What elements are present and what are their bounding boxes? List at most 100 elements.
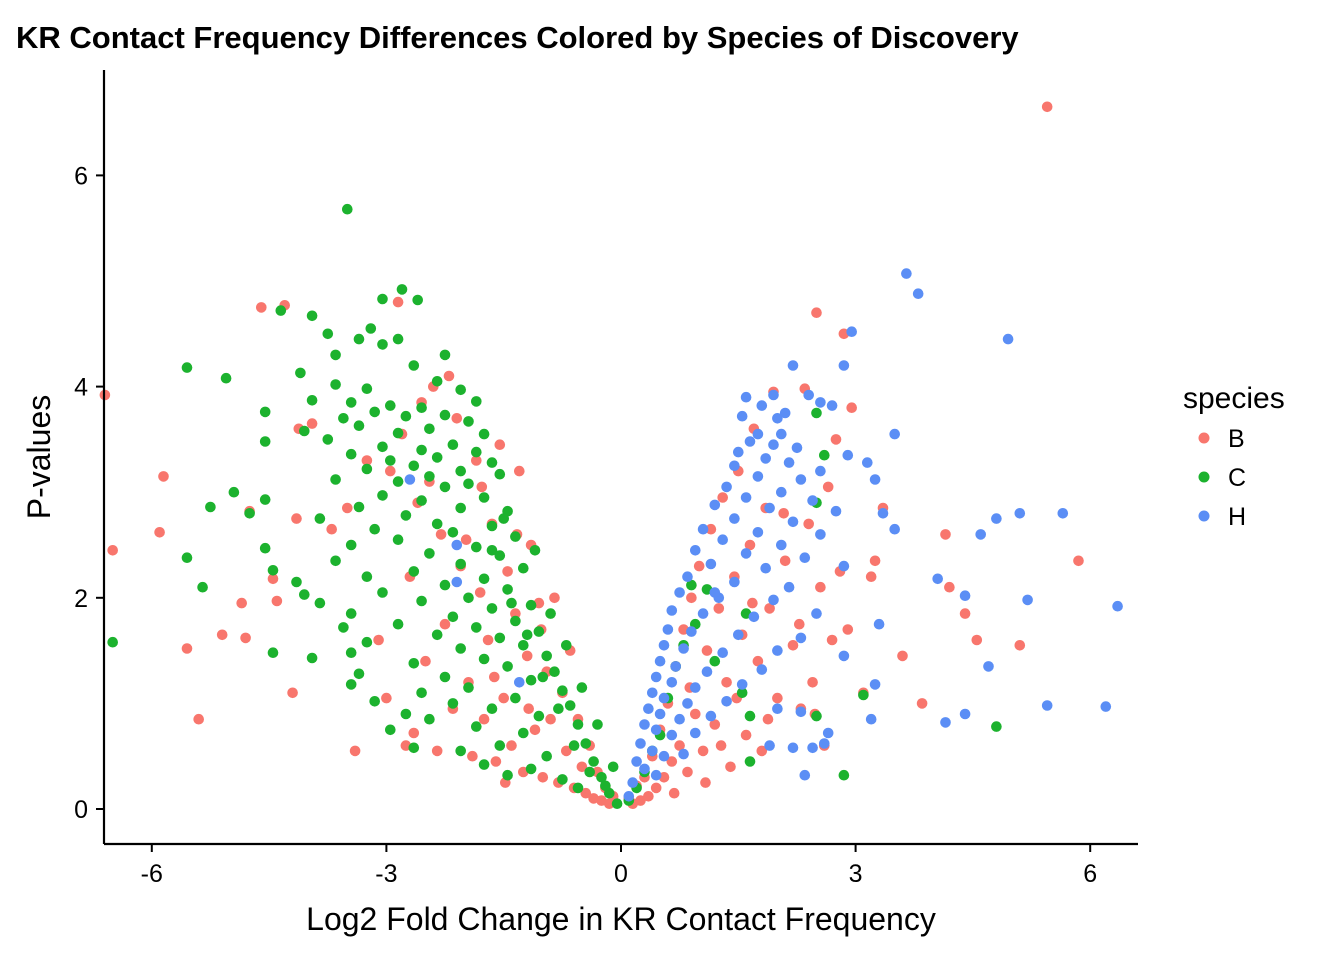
data-point-C — [330, 349, 341, 361]
data-point-B — [498, 692, 510, 704]
data-point-H — [740, 391, 752, 403]
data-point-C — [322, 328, 334, 340]
points-layer — [99, 101, 1123, 809]
data-point-H — [772, 413, 783, 424]
data-point-B — [506, 740, 517, 751]
data-point-C — [314, 597, 326, 609]
data-point-C — [455, 745, 467, 757]
data-point-C — [361, 463, 373, 475]
data-point-B — [349, 745, 361, 757]
data-point-H — [514, 677, 525, 688]
data-point-H — [721, 696, 732, 707]
data-point-B — [521, 650, 533, 662]
data-point-C — [736, 687, 748, 699]
data-point-H — [889, 523, 900, 535]
data-point-B — [787, 640, 799, 651]
data-point-C — [557, 685, 568, 696]
data-point-C — [353, 668, 365, 680]
data-point-H — [764, 502, 775, 514]
data-point-C — [525, 763, 537, 775]
data-point-H — [776, 486, 787, 498]
data-point-H — [1014, 508, 1026, 519]
x-tick-label: 3 — [849, 860, 863, 888]
data-point-C — [330, 555, 341, 567]
data-point-C — [392, 427, 404, 439]
data-point-C — [416, 444, 427, 456]
data-point-B — [529, 724, 541, 736]
data-point-C — [838, 769, 850, 781]
data-point-C — [416, 595, 427, 607]
data-point-C — [400, 708, 412, 720]
data-point-C — [439, 481, 451, 493]
data-point-B — [897, 650, 908, 662]
data-point-C — [408, 566, 420, 577]
data-point-H — [959, 590, 971, 601]
data-point-H — [752, 471, 764, 482]
data-point-B — [420, 655, 431, 667]
data-point-B — [381, 692, 392, 704]
chart-title: KR Contact Frequency Differences Colored… — [16, 20, 1019, 55]
data-point-C — [521, 629, 533, 641]
data-point-C — [494, 740, 506, 751]
data-point-B — [478, 713, 490, 725]
data-point-H — [838, 360, 850, 371]
data-point-C — [392, 534, 404, 545]
data-point-C — [463, 478, 474, 490]
data-point-C — [478, 653, 490, 665]
data-point-H — [1002, 333, 1014, 345]
data-point-B — [709, 719, 721, 730]
x-axis-ticks: -6 -3 0 3 6 — [141, 844, 1097, 888]
data-point-H — [744, 436, 756, 447]
data-point-H — [940, 717, 951, 728]
data-point-B — [373, 634, 384, 646]
data-point-H — [404, 474, 416, 485]
data-point-H — [666, 605, 678, 616]
data-point-C — [545, 608, 556, 619]
data-point-H — [682, 571, 693, 582]
data-point-H — [643, 703, 654, 714]
y-tick-label: 6 — [74, 162, 88, 190]
data-point-B — [693, 560, 705, 572]
data-point-H — [623, 791, 635, 802]
data-point-B — [451, 413, 463, 424]
data-point-B — [752, 655, 764, 667]
data-point-H — [721, 481, 732, 493]
legend-label-C: C — [1228, 464, 1246, 492]
data-point-B — [255, 302, 267, 313]
data-point-H — [1041, 700, 1053, 711]
legend-key-B — [1198, 432, 1210, 444]
data-point-C — [197, 581, 208, 593]
data-point-B — [537, 772, 549, 783]
data-point-B — [287, 687, 298, 699]
data-point-B — [306, 418, 318, 429]
data-point-B — [815, 581, 826, 593]
data-point-C — [424, 423, 435, 435]
data-point-B — [443, 370, 455, 382]
data-point-H — [991, 513, 1002, 524]
data-point-C — [455, 558, 467, 570]
data-point-H — [697, 523, 709, 535]
data-point-B — [682, 766, 693, 778]
data-point-H — [768, 439, 779, 451]
data-point-C — [811, 710, 822, 722]
data-point-C — [471, 446, 482, 458]
data-point-H — [709, 587, 721, 598]
data-point-H — [1022, 594, 1033, 606]
data-point-H — [983, 661, 994, 672]
data-point-C — [471, 541, 482, 553]
data-point-C — [259, 406, 271, 418]
data-point-C — [580, 738, 592, 749]
data-point-C — [369, 523, 381, 535]
x-tick-label: 6 — [1083, 860, 1097, 888]
data-point-C — [416, 495, 427, 506]
data-point-C — [408, 460, 420, 472]
data-point-B — [764, 603, 775, 614]
data-point-B — [271, 595, 283, 607]
data-point-C — [478, 573, 490, 585]
data-point-B — [240, 632, 251, 644]
data-point-B — [666, 756, 678, 767]
data-point-H — [1057, 508, 1069, 519]
data-point-C — [361, 636, 373, 648]
data-point-C — [811, 407, 822, 419]
data-point-H — [838, 560, 850, 572]
